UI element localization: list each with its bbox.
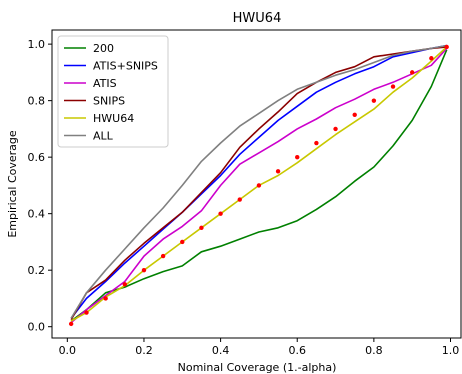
legend: 200 ATIS+SNIPS ATIS SNIPS HWU64 ALL <box>57 35 169 148</box>
plot-area: 0.0 0.2 0.4 0.6 0.8 1.0 0.0 0.2 0.4 0.6 0.8 1.0 <box>28 29 462 357</box>
chart-title: HWU64 <box>233 11 282 26</box>
reference-point <box>237 197 242 202</box>
x-tick-label: 0.0 <box>59 344 77 357</box>
legend-label: 200 <box>93 42 114 55</box>
reference-point <box>390 84 396 89</box>
reference-point <box>352 112 357 117</box>
x-tick-label: 1.0 <box>442 344 460 357</box>
series-line-atis <box>70 47 448 324</box>
reference-point <box>371 98 377 103</box>
reference-point <box>275 169 281 174</box>
reference-point <box>84 310 89 315</box>
reference-point <box>160 253 166 259</box>
series-line-atis-snips <box>70 44 447 319</box>
series-line-200 <box>70 49 448 322</box>
legend-box <box>57 35 169 148</box>
reference-point <box>333 126 338 132</box>
plot-frame <box>51 29 462 339</box>
legend-label: ATIS <box>93 77 117 90</box>
x-tick-label: 0.4 <box>212 344 230 357</box>
reference-point <box>429 56 434 61</box>
series-line-all <box>70 44 447 319</box>
x-axis-label: Nominal Coverage (1.-alpha) <box>178 361 337 374</box>
reference-point <box>103 296 108 301</box>
y-tick-label: 0.8 <box>28 95 46 108</box>
legend-label: ATIS+SNIPS <box>93 60 158 73</box>
legend-label: SNIPS <box>93 95 125 108</box>
reference-point <box>295 154 300 160</box>
y-tick-label: 0.0 <box>28 321 46 334</box>
reference-point <box>122 282 128 287</box>
reference-point <box>180 239 185 245</box>
reference-point <box>141 267 147 273</box>
x-tick-label: 0.8 <box>365 344 383 357</box>
reference-point <box>68 321 74 327</box>
reference-point <box>256 183 262 188</box>
reference-point <box>444 44 449 50</box>
reference-point <box>218 211 223 216</box>
reference-point <box>409 70 415 75</box>
legend-label: HWU64 <box>93 112 134 125</box>
y-axis-label: Empirical Coverage <box>6 130 19 238</box>
y-tick-label: 0.6 <box>28 151 46 164</box>
y-tick-label: 1.0 <box>28 38 46 51</box>
y-tick-label: 0.4 <box>28 208 46 221</box>
legend-label: ALL <box>93 130 114 143</box>
x-tick-label: 0.2 <box>135 344 153 357</box>
series-line-snips <box>70 46 447 320</box>
reference-point <box>199 225 204 230</box>
x-tick-label: 0.6 <box>288 344 306 357</box>
reference-point <box>314 140 319 146</box>
y-tick-label: 0.2 <box>28 264 46 277</box>
